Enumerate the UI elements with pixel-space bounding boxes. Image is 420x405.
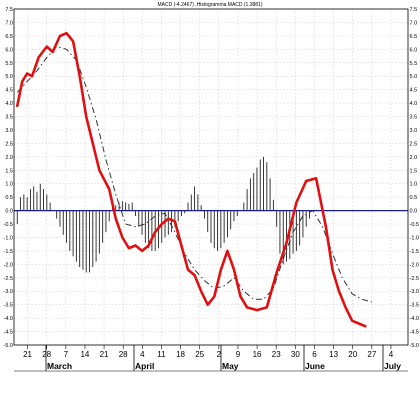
y-tick-label-left: 4.5 [5, 88, 13, 94]
y-tick-label-left: 1.0 [5, 182, 13, 188]
y-tick-label-right: 1.5 [410, 168, 418, 174]
x-tick-label: 27 [367, 350, 376, 359]
y-tick-label-left: 5.0 [5, 74, 13, 80]
y-tick-label-right: 5.5 [410, 61, 418, 67]
x-tick-label: 25 [195, 350, 204, 359]
x-month-label: June [305, 361, 325, 371]
y-tick-label-right: -0.5 [410, 222, 419, 228]
plot-frame [13, 8, 409, 372]
x-tick-label: 13 [329, 350, 338, 359]
y-tick-label-left: -1.0 [4, 235, 13, 241]
y-tick-label-right: -3.0 [410, 289, 419, 295]
x-tick-label: 21 [100, 350, 109, 359]
y-tick-label-left: -4.5 [4, 330, 13, 336]
x-tick-label: 9 [236, 350, 241, 359]
y-tick-label-left: 3.5 [5, 115, 13, 121]
y-tick-label-left: 7.0 [5, 20, 13, 26]
y-tick-label-right: 6.5 [410, 34, 418, 40]
signal-line [16, 46, 373, 303]
x-tick-label: 4 [140, 350, 145, 359]
y-tick-label-left: -0.5 [4, 222, 13, 228]
y-tick-label-left: -3.5 [4, 303, 13, 309]
x-tick-label: 11 [157, 350, 166, 359]
y-tick-label-right: 4.5 [410, 88, 418, 94]
chart-title: MACD (-4.2467) ,Histogramma MACD (1.3881… [157, 2, 262, 8]
x-tick-label: 14 [80, 350, 89, 359]
y-tick-label-left: -2.0 [4, 262, 13, 268]
y-tick-label-right: 6.0 [410, 47, 418, 53]
y-tick-label-right: 0.5 [410, 195, 418, 201]
x-month-label: March [47, 361, 72, 371]
x-tick-label: 28 [119, 350, 128, 359]
x-tick-label: 20 [348, 350, 357, 359]
x-month-label: May [222, 361, 239, 371]
y-tick-label-left: -5.0 [4, 343, 13, 349]
y-axis-right: 7.5 7.0 6.5 6.0 5.5 5.0 4.5 4.0 3.5 3.0 2.5 2.0 1.5 1… [410, 7, 419, 349]
macd-line [15, 31, 367, 328]
x-tick-label: 7 [64, 350, 69, 359]
x-tick-label: 2 [217, 350, 222, 359]
x-tick-label: 16 [253, 350, 262, 359]
y-tick-label-left: 5.5 [5, 61, 13, 67]
y-tick-label-right: -2.0 [410, 262, 419, 268]
y-tick-label-left: 6.5 [5, 34, 13, 40]
x-axis: 21 28 7 14 21 28 4 11 18 25 2 9 16 23 30 6 13 20 27 4 March A… [23, 345, 401, 371]
y-tick-label-left: 4.0 [5, 101, 13, 107]
x-tick-label: 30 [291, 350, 300, 359]
y-tick-label-left: 6.0 [5, 47, 13, 53]
x-month-label: April [135, 361, 154, 371]
line-series [15, 31, 373, 328]
plot-border [13, 8, 409, 346]
y-tick-label-left: -1.5 [4, 249, 13, 255]
y-tick-label-left: 0.5 [5, 195, 13, 201]
x-tick-label: 21 [23, 350, 32, 359]
y-tick-label-left: -4.0 [4, 316, 13, 322]
y-tick-label-left: 3.0 [5, 128, 13, 134]
y-tick-label-left: 2.5 [5, 141, 13, 147]
y-axis-left: 7.5 7.0 6.5 6.0 5.5 5.0 4.5 4.0 3.5 3.0 2.5 2.0 1.5 1… [4, 7, 13, 349]
histogram-series [16, 156, 310, 273]
y-tick-label-right: -1.0 [410, 235, 419, 241]
x-tick-label: 6 [312, 350, 317, 359]
y-tick-label-right: 2.5 [410, 141, 418, 147]
y-tick-label-left: 2.0 [5, 155, 13, 161]
y-tick-label-right: 5.0 [410, 74, 418, 80]
y-tick-label-left: 7.5 [5, 7, 13, 13]
y-tick-label-right: 1.0 [410, 182, 418, 188]
y-tick-label-left: 0.0 [5, 209, 13, 215]
y-tick-label-right: 7.0 [410, 20, 418, 26]
x-tick-label: 23 [272, 350, 281, 359]
y-tick-label-right: -1.5 [410, 249, 419, 255]
y-tick-label-right: -4.0 [410, 316, 419, 322]
y-tick-label-right: 3.5 [410, 115, 418, 121]
x-tick-label: 28 [42, 350, 51, 359]
x-month-label: July [384, 361, 401, 371]
y-tick-label-right: 0.0 [410, 209, 418, 215]
y-tick-label-right: 4.0 [410, 101, 418, 107]
y-tick-label-right: -2.5 [410, 276, 419, 282]
y-tick-label-left: 1.5 [5, 168, 13, 174]
y-tick-label-right: -5.0 [410, 343, 419, 349]
y-tick-label-right: 7.5 [410, 7, 418, 13]
y-tick-label-right: 2.0 [410, 155, 418, 161]
y-tick-label-left: -3.0 [4, 289, 13, 295]
y-tick-label-right: -4.5 [410, 330, 419, 336]
y-tick-label-right: 3.0 [410, 128, 418, 134]
x-tick-label: 18 [176, 350, 185, 359]
y-tick-label-right: -3.5 [410, 303, 419, 309]
grid [14, 8, 408, 346]
x-tick-label: 4 [389, 350, 394, 359]
y-tick-label-left: -2.5 [4, 276, 13, 282]
